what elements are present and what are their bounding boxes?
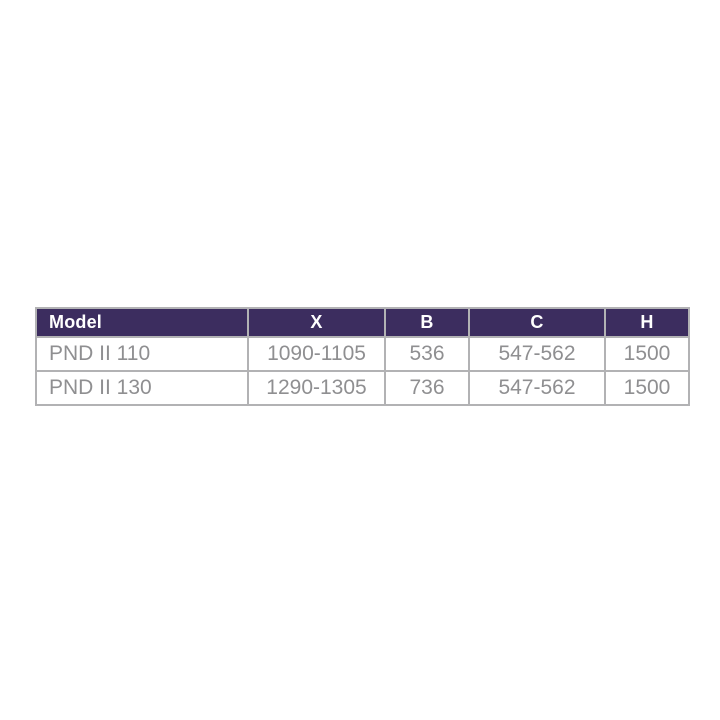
col-header-c: C [468, 307, 606, 338]
cell-model: PND II 130 [35, 370, 249, 406]
col-header-b: B [384, 307, 470, 338]
spec-table-container: Model X B C H PND II 110 1090-1105 536 5… [35, 307, 690, 406]
table-row: PND II 130 1290-1305 736 547-562 1500 [35, 370, 690, 406]
header-row: Model X B C H [35, 307, 690, 338]
spec-table: Model X B C H PND II 110 1090-1105 536 5… [35, 307, 690, 406]
col-header-model: Model [35, 307, 249, 338]
cell-c: 547-562 [468, 336, 606, 372]
cell-model: PND II 110 [35, 336, 249, 372]
cell-x: 1090-1105 [247, 336, 386, 372]
cell-x: 1290-1305 [247, 370, 386, 406]
cell-h: 1500 [604, 336, 690, 372]
table-row: PND II 110 1090-1105 536 547-562 1500 [35, 336, 690, 372]
cell-b: 536 [384, 336, 470, 372]
col-header-x: X [247, 307, 386, 338]
cell-c: 547-562 [468, 370, 606, 406]
cell-h: 1500 [604, 370, 690, 406]
col-header-h: H [604, 307, 690, 338]
cell-b: 736 [384, 370, 470, 406]
